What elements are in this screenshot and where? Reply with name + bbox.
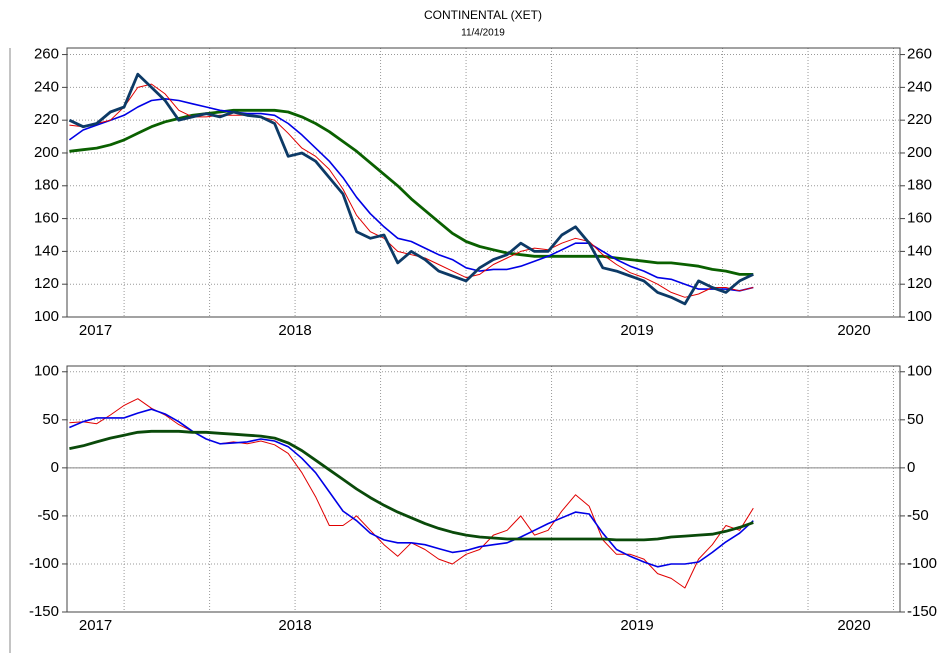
y-tick-label-right: 160 [907, 210, 932, 227]
y-tick-label-right: 180 [907, 177, 932, 194]
y-tick-label-right: 100 [907, 363, 932, 380]
x-tick-label: 2020 [837, 617, 870, 634]
y-tick-label-right: 220 [907, 111, 932, 128]
y-tick-label: 120 [34, 275, 59, 292]
series-line [69, 398, 754, 589]
x-tick-label: 2020 [837, 322, 870, 339]
x-tick-label: 2018 [278, 322, 311, 339]
y-tick-label: 160 [34, 210, 59, 227]
y-tick-label-right: 120 [907, 275, 932, 292]
y-tick-label: 100 [34, 363, 59, 380]
y-tick-label: -100 [29, 555, 59, 572]
x-tick-label: 2019 [620, 322, 653, 339]
y-tick-label-right: 0 [907, 459, 915, 476]
plot-frame [66, 47, 901, 318]
chart-subtitle: 11/4/2019 [461, 28, 505, 39]
x-tick-label: 2017 [79, 322, 112, 339]
y-tick-label-right: -50 [907, 507, 929, 524]
y-tick-label-right: -100 [907, 555, 937, 572]
y-tick-label: 240 [34, 78, 59, 95]
y-tick-label-right: 200 [907, 144, 932, 161]
y-tick-label: 260 [34, 46, 59, 63]
y-tick-label-right: 50 [907, 411, 924, 428]
series-line [68, 98, 754, 292]
y-tick-label-right: -150 [907, 603, 937, 620]
series-line [68, 72, 754, 306]
y-tick-label: 50 [42, 411, 59, 428]
y-tick-label: -50 [37, 507, 59, 524]
x-tick-label: 2019 [620, 617, 653, 634]
series-line [69, 83, 754, 298]
y-tick-label: 100 [34, 308, 59, 325]
y-tick-label: 140 [34, 242, 59, 259]
series-line [69, 408, 754, 568]
series-line [69, 429, 754, 542]
x-tick-label: 2018 [278, 617, 311, 634]
y-tick-label: 180 [34, 177, 59, 194]
y-tick-label: 220 [34, 111, 59, 128]
y-tick-label-right: 240 [907, 78, 932, 95]
x-tick-label: 2017 [79, 617, 112, 634]
y-tick-label: 0 [51, 459, 59, 476]
y-tick-label: 200 [34, 144, 59, 161]
y-tick-label: -150 [29, 603, 59, 620]
y-tick-label-right: 100 [907, 308, 932, 325]
chart-title: CONTINENTAL (XET) [424, 8, 542, 22]
y-tick-label-right: 140 [907, 242, 932, 259]
plot-frame [66, 365, 901, 613]
y-tick-label-right: 260 [907, 46, 932, 63]
series-line [69, 108, 754, 276]
